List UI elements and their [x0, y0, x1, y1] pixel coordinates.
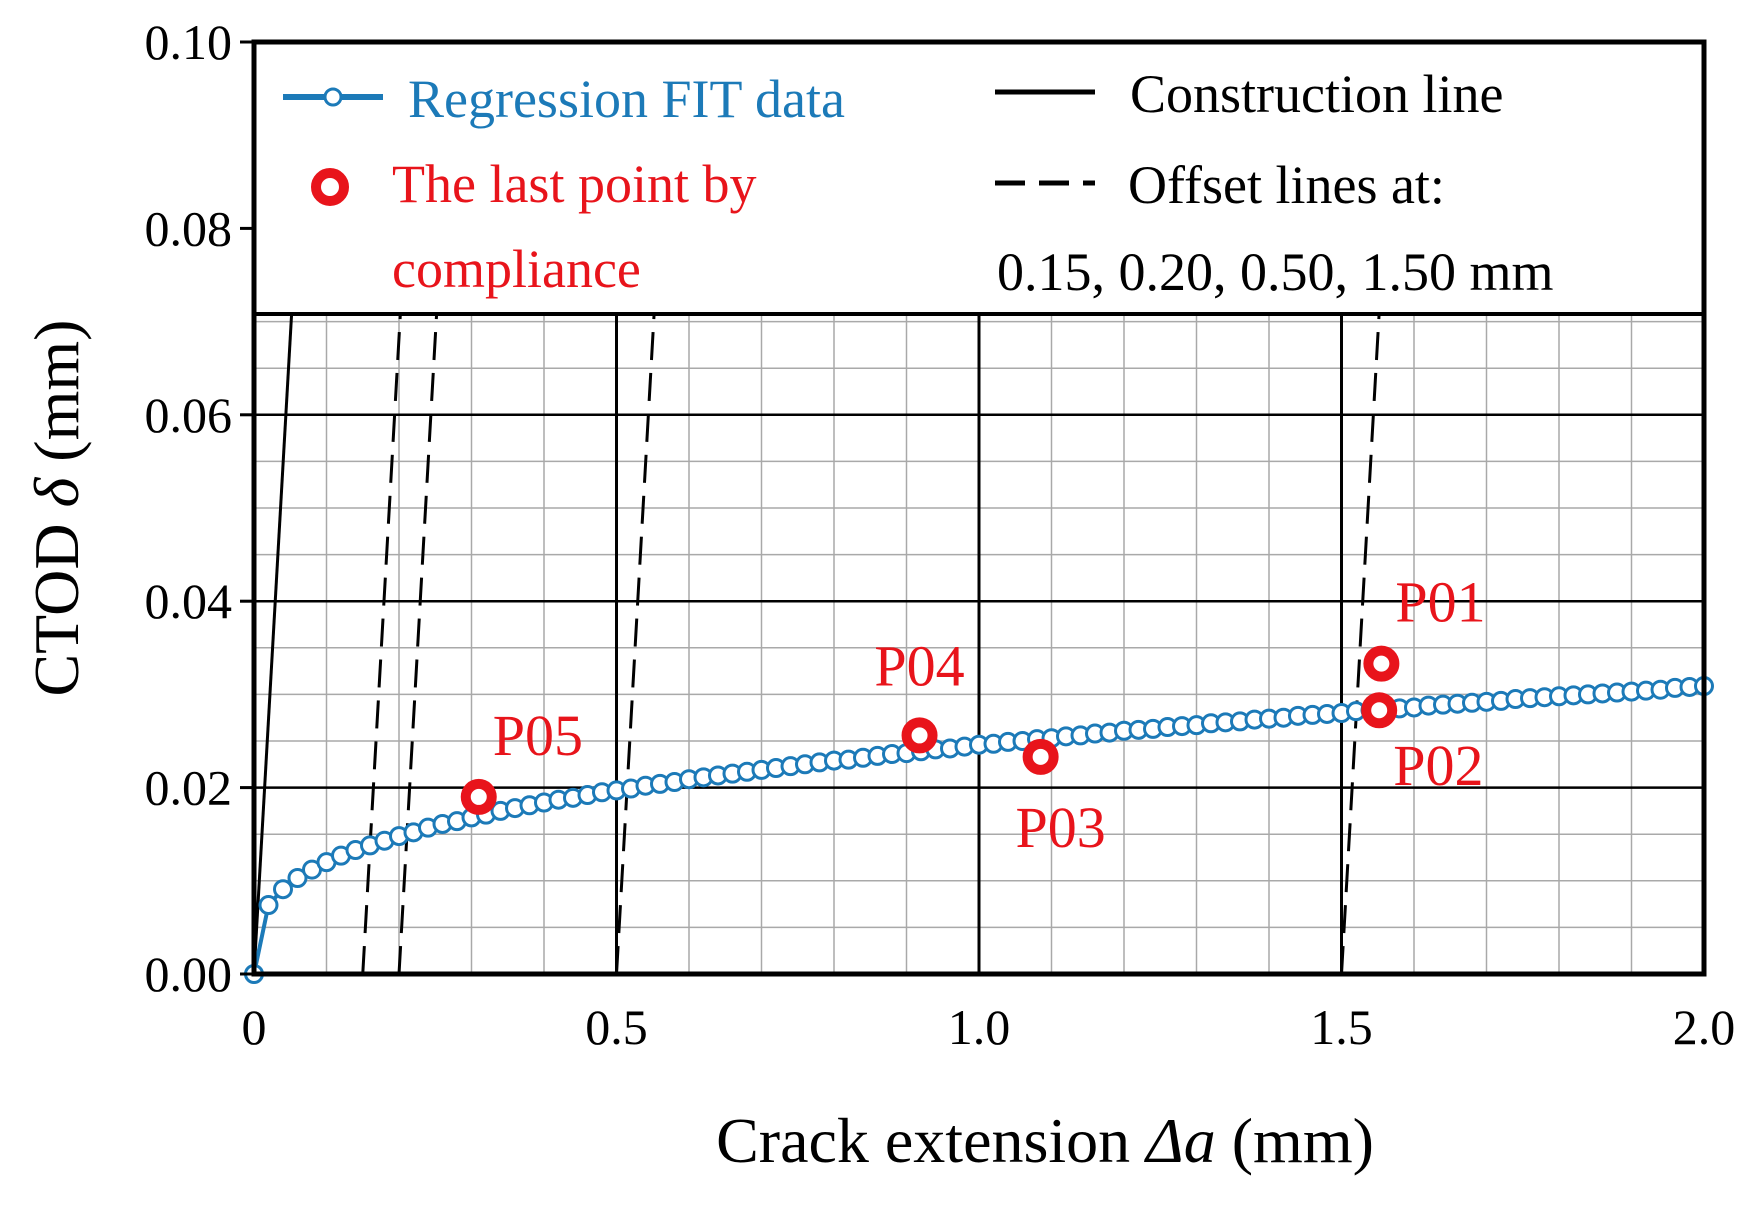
legend-label-offset: Offset lines at: — [1128, 155, 1445, 215]
last-points: P01 P02 P03 P04 P05 — [460, 570, 1486, 860]
offset-line — [1340, 312, 1381, 975]
y-tick-label: 0.00 — [145, 946, 233, 1002]
legend-label-construction: Construction line — [1130, 64, 1503, 124]
y-tick-label: 0.02 — [145, 760, 233, 816]
offset-line — [615, 312, 656, 975]
last-point-label: P03 — [1015, 795, 1105, 860]
y-axis-title: CTOD δ (mm) — [21, 320, 92, 697]
regression-fit-marker — [273, 879, 293, 900]
legend-swatch-regression-marker — [323, 87, 343, 107]
legend-background — [254, 42, 1704, 312]
y-axis-title-suffix: (mm) — [21, 320, 92, 478]
regression-fit-marker — [287, 868, 308, 889]
legend-label-regression: Regression FIT data — [408, 69, 845, 129]
legend-label-last-point-line2: compliance — [392, 239, 641, 299]
x-tick-label: 2.0 — [1673, 999, 1736, 1055]
regression-fit-marker — [258, 895, 279, 916]
last-point-marker — [1022, 738, 1059, 775]
offset-line — [361, 312, 402, 975]
x-tick-label: 1.0 — [948, 999, 1011, 1055]
last-point-label: P04 — [874, 633, 964, 698]
y-axis-title-prefix: CTOD — [21, 507, 92, 696]
last-point-marker — [1361, 692, 1398, 729]
last-point-marker — [460, 778, 497, 815]
x-axis-title-prefix: Crack extension — [716, 1105, 1146, 1176]
x-axis-title: Crack extension Δa (mm) — [716, 1105, 1374, 1176]
regression-fit-series — [244, 676, 1714, 984]
x-tick-label: 0.5 — [585, 999, 648, 1055]
y-tick-label: 0.04 — [145, 573, 233, 629]
x-axis-title-symbol: Δa — [1143, 1105, 1216, 1176]
offset-line — [397, 312, 439, 975]
legend: Regression FIT data The last point by co… — [254, 42, 1704, 316]
x-axis-title-suffix: (mm) — [1216, 1105, 1374, 1176]
reference-lines — [252, 312, 1381, 975]
x-tick-label: 0 — [242, 999, 267, 1055]
construction-line — [252, 312, 294, 975]
last-point-label: P01 — [1395, 570, 1485, 635]
legend-label-offset-values: 0.15, 0.20, 0.50, 1.50 mm — [997, 242, 1554, 302]
y-tick-label: 0.10 — [145, 14, 233, 70]
last-point-marker — [901, 717, 938, 754]
legend-swatch-last-point — [311, 168, 349, 206]
axis-ticks: 0 0.5 1.0 1.5 2.0 0.00 0.02 0.04 0.06 0.08 0.10 — [145, 14, 1736, 1055]
last-point-label: P02 — [1393, 733, 1483, 798]
y-tick-label: 0.08 — [145, 200, 233, 256]
last-point-marker — [1363, 645, 1400, 682]
x-tick-label: 1.5 — [1310, 999, 1373, 1055]
y-tick-label: 0.06 — [145, 387, 233, 443]
y-axis-title-symbol: δ — [21, 476, 92, 507]
legend-label-last-point-line1: The last point by — [392, 154, 756, 214]
last-point-label: P05 — [493, 703, 583, 768]
